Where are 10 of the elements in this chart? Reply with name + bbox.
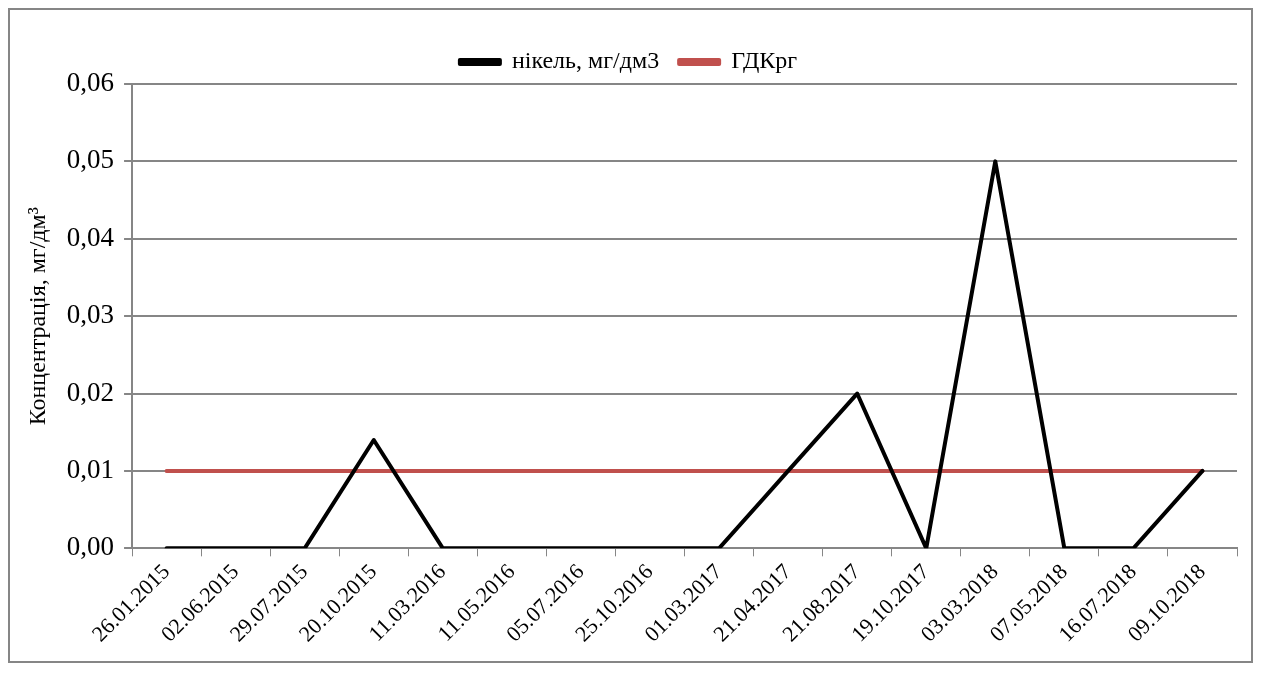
y-tick-label: 0,02 xyxy=(66,376,115,407)
y-tick-label: 0,03 xyxy=(66,299,115,330)
y-axis-title: Концентрація, мг/дм³ xyxy=(23,207,50,426)
y-tick-label: 0,00 xyxy=(66,531,115,562)
legend-label: ГДКрг xyxy=(731,47,798,74)
y-tick-label: 0,01 xyxy=(66,454,115,485)
y-tick-label: 0,04 xyxy=(66,221,115,252)
legend-label: нікель, мг/дм3 xyxy=(511,47,660,74)
y-tick-label: 0,06 xyxy=(66,67,115,98)
y-tick-label: 0,05 xyxy=(66,144,115,175)
